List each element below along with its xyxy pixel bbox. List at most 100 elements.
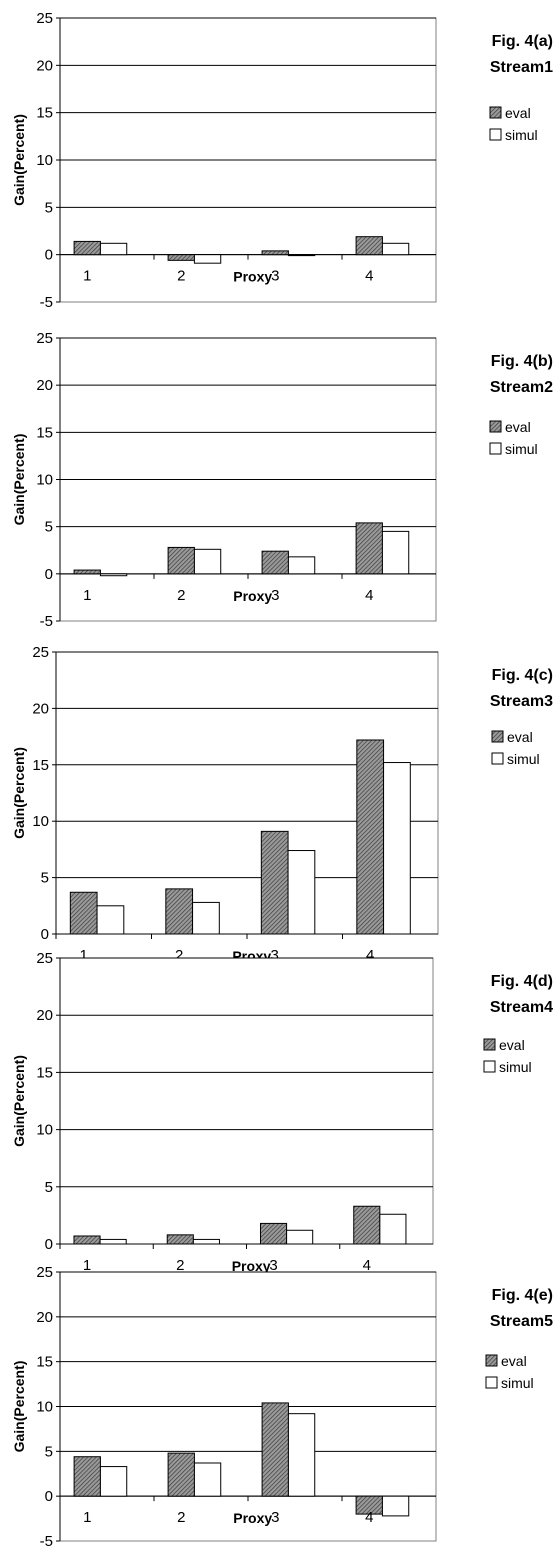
y-tick-label: 15 <box>32 757 49 774</box>
y-axis-title: Gain(Percent) <box>11 1361 27 1453</box>
y-axis-title: Gain(Percent) <box>11 434 27 526</box>
y-tick-label: 5 <box>45 519 53 536</box>
bar-eval-2 <box>166 1234 194 1245</box>
x-tick-label: 2 <box>177 587 185 604</box>
bar-simul-1 <box>99 242 128 256</box>
y-tick-label: 15 <box>36 1064 53 1081</box>
bar-eval-2 <box>167 546 195 575</box>
x-tick-label: 3 <box>271 947 279 964</box>
bar-eval-1 <box>73 1235 101 1245</box>
legend-swatch-simul <box>489 128 502 141</box>
y-tick-label: -5 <box>40 1533 53 1547</box>
legend-label-simul: simul <box>501 1375 534 1391</box>
x-tick-label: 4 <box>366 947 374 964</box>
legend-swatch-eval <box>489 106 502 119</box>
bar-eval-4 <box>355 522 383 575</box>
y-tick-label: 10 <box>36 1399 53 1416</box>
figure-caption: Fig. 4(e) <box>492 1287 553 1304</box>
y-tick-label: 25 <box>32 644 49 661</box>
y-axis-title: Gain(Percent) <box>11 747 27 839</box>
bar-simul-3 <box>287 556 316 575</box>
bar-eval-4 <box>353 1205 381 1245</box>
legend-swatch-eval <box>485 1354 498 1367</box>
bar-simul-2 <box>193 254 222 264</box>
y-tick-label: 0 <box>45 247 53 264</box>
legend-label-eval: eval <box>505 419 531 435</box>
y-tick-label: 20 <box>36 377 53 394</box>
legend-label-eval: eval <box>499 1037 525 1053</box>
bar-eval-1 <box>69 891 98 935</box>
x-tick-label: 1 <box>80 947 88 964</box>
legend-swatch-simul <box>489 442 502 455</box>
figure-caption: Fig. 4(c) <box>492 667 553 684</box>
x-tick-label: 2 <box>176 1257 184 1274</box>
y-tick-label: 10 <box>36 1122 53 1139</box>
x-axis-title: Proxy <box>233 269 272 285</box>
bar-simul-1 <box>96 905 125 935</box>
x-tick-label: 4 <box>365 587 373 604</box>
bar-eval-3 <box>261 250 289 256</box>
y-tick-label: 10 <box>36 152 53 169</box>
bar-eval-3 <box>259 1222 288 1245</box>
figure-caption: Fig. 4(b) <box>491 353 553 370</box>
figure-caption: Fig. 4(a) <box>492 33 553 50</box>
x-tick-label: 1 <box>83 268 91 285</box>
legend-label-eval: eval <box>501 1353 527 1369</box>
y-tick-label: 5 <box>45 1443 53 1460</box>
y-tick-label: 15 <box>36 1354 53 1371</box>
chart-panel-5: -5 0 5 10 15 20 25 1 2 3 4 Proxy Gain(Percent) Fig. 4… <box>11 1264 553 1547</box>
x-tick-label: 3 <box>271 587 279 604</box>
legend-label-simul: simul <box>505 127 538 143</box>
bar-simul-3 <box>287 850 316 935</box>
x-axis-title: Proxy <box>233 1510 272 1526</box>
y-tick-label: 0 <box>45 1488 53 1505</box>
x-axis-title: Proxy <box>232 1258 271 1274</box>
figure-caption: Fig. 4(d) <box>491 973 553 990</box>
y-tick-label: -5 <box>40 294 53 311</box>
bar-simul-2 <box>193 1462 222 1497</box>
x-axis-title: Proxy <box>233 588 272 604</box>
bar-simul-1 <box>99 1466 128 1497</box>
x-tick-label: 4 <box>363 1257 371 1274</box>
y-tick-label: 25 <box>36 950 53 967</box>
bar-eval-3 <box>260 830 289 935</box>
bar-simul-3 <box>287 1413 316 1497</box>
y-tick-label: 10 <box>32 813 49 830</box>
bar-eval-1 <box>73 240 101 256</box>
y-tick-label: 10 <box>36 472 53 489</box>
y-tick-label: -5 <box>40 613 53 630</box>
bar-simul-4 <box>381 530 410 575</box>
chart-panel-4: 0 5 10 15 20 25 1 2 3 4 Proxy Gain(Percent) Fig. 4(d… <box>11 950 553 1274</box>
legend-label-eval: eval <box>507 729 533 745</box>
legend-swatch-eval <box>483 1038 496 1051</box>
legend-label-simul: simul <box>507 751 540 767</box>
y-tick-label: 15 <box>36 424 53 441</box>
y-tick-label: 5 <box>45 1179 53 1196</box>
bar-simul-3 <box>286 1229 314 1245</box>
y-tick-label: 5 <box>41 870 49 887</box>
bar-simul-1 <box>99 573 128 577</box>
bar-eval-1 <box>73 1456 101 1497</box>
y-tick-label: 20 <box>36 57 53 74</box>
bar-simul-2 <box>193 548 222 575</box>
x-tick-label: 4 <box>365 268 373 285</box>
y-axis-title: Gain(Percent) <box>11 114 27 206</box>
y-tick-label: 20 <box>36 1309 53 1326</box>
legend-swatch-eval <box>489 420 502 433</box>
stream-caption: Stream1 <box>490 59 553 76</box>
y-tick-label: 25 <box>36 330 53 347</box>
stream-caption: Stream3 <box>490 693 553 710</box>
y-tick-label: 20 <box>32 700 49 717</box>
stream-caption: Stream2 <box>490 379 553 396</box>
chart-panel-2: -5 0 5 10 15 20 25 1 2 3 4 Proxy Gain(Percent) Fig. 4… <box>11 330 553 630</box>
x-tick-label: 3 <box>269 1257 277 1274</box>
bar-simul-2 <box>192 1238 220 1245</box>
x-tick-label: 4 <box>365 1509 373 1526</box>
bar-simul-4 <box>379 1213 407 1245</box>
bar-eval-2 <box>167 1452 195 1497</box>
legend-swatch-simul <box>483 1060 496 1073</box>
legend-label-simul: simul <box>505 441 538 457</box>
y-tick-label: 25 <box>36 1264 53 1281</box>
